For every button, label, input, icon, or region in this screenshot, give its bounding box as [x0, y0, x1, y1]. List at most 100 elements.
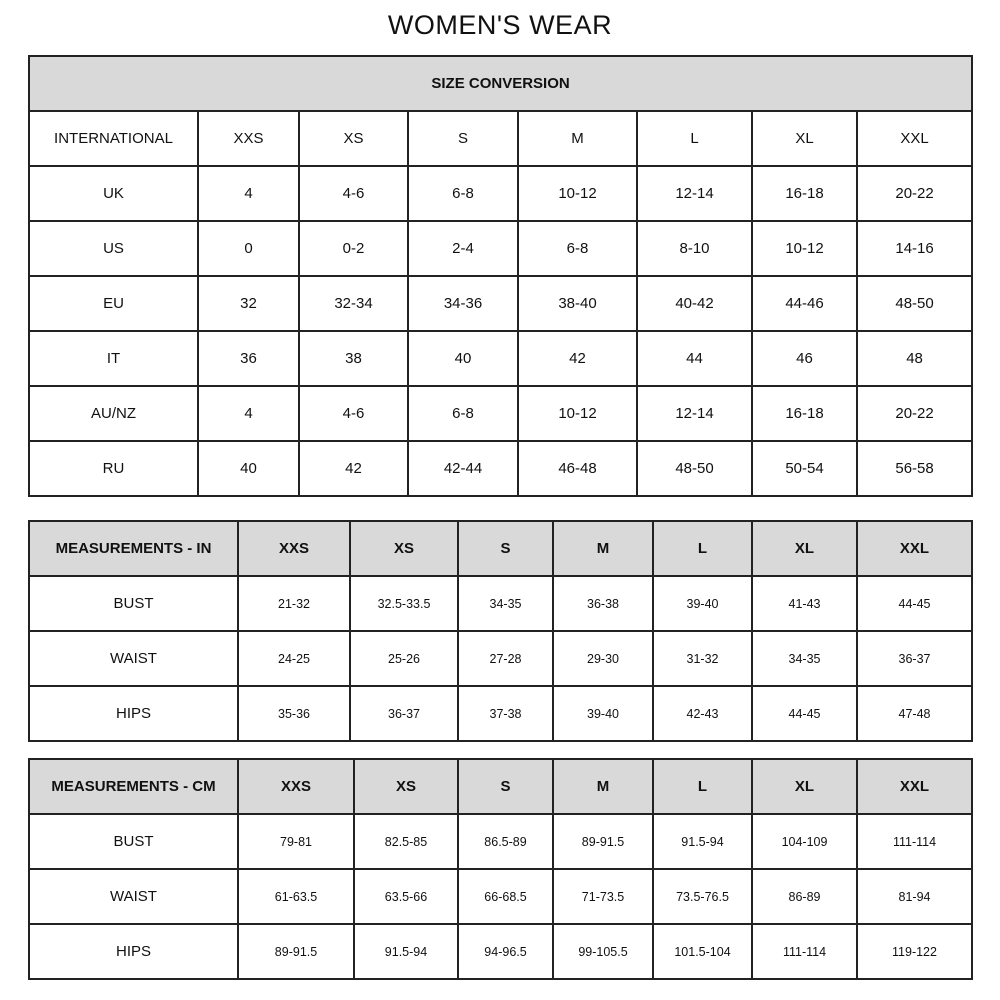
table-cell: 36-37	[856, 630, 973, 687]
table-cell: 2-4	[407, 220, 519, 277]
column-header: L	[652, 520, 753, 577]
table-cell: 101.5-104	[652, 923, 753, 980]
table-cell: 31-32	[652, 630, 753, 687]
column-header: XXL	[855, 110, 974, 167]
table-row: US 0 0-2 2-4 6-8 8-10 10-12 14-16	[28, 220, 974, 277]
column-header: XS	[298, 110, 409, 167]
column-header: M	[517, 110, 638, 167]
table-cell: 0-2	[298, 220, 409, 277]
table-cell: 10-12	[517, 385, 638, 442]
row-label: UK	[28, 165, 199, 222]
column-header: INTERNATIONAL	[28, 110, 199, 167]
column-header: XXS	[237, 758, 355, 815]
page-title: WOMEN'S WEAR	[387, 10, 613, 40]
table-cell: 38	[298, 330, 409, 387]
table-cell: 99-105.5	[552, 923, 654, 980]
table-cell: 34-35	[457, 575, 554, 632]
table-cell: 44-45	[751, 685, 858, 742]
column-header: XS	[353, 758, 459, 815]
table-cell: 56-58	[855, 440, 974, 497]
table-cell: 36-38	[552, 575, 654, 632]
table-cell: 48	[855, 330, 974, 387]
table-cell: 32-34	[298, 275, 409, 332]
table-cell: 4-6	[298, 385, 409, 442]
header-row: MEASUREMENTS - IN XXS XS S M L XL XXL	[28, 520, 973, 577]
table-cell: 47-48	[856, 685, 973, 742]
table-row: BUST 21-32 32.5-33.5 34-35 36-38 39-40 41-43 44…	[28, 575, 973, 632]
table-cell: 6-8	[407, 385, 519, 442]
table-row: RU 40 42 42-44 46-48 48-50 50-54 56-58	[28, 440, 974, 497]
row-label: IT	[28, 330, 199, 387]
table-cell: 63.5-66	[353, 868, 459, 925]
table-cell: 42	[298, 440, 409, 497]
table-cell: 61-63.5	[237, 868, 355, 925]
table-cell: 6-8	[517, 220, 638, 277]
row-label: US	[28, 220, 199, 277]
table-cell: 44	[636, 330, 753, 387]
column-header: XXL	[856, 520, 973, 577]
table-cell: 111-114	[856, 813, 973, 870]
table-cell: 34-35	[751, 630, 858, 687]
table-cell: 24-25	[237, 630, 351, 687]
column-header: XL	[751, 520, 858, 577]
table-cell: 44-45	[856, 575, 973, 632]
table-row: IT 36 38 40 42 44 46 48	[28, 330, 974, 387]
column-header: M	[552, 520, 654, 577]
table-cell: 119-122	[856, 923, 973, 980]
table-cell: 71-73.5	[552, 868, 654, 925]
table-cell: 91.5-94	[652, 813, 753, 870]
table-cell: 50-54	[751, 440, 858, 497]
column-header: XL	[751, 110, 858, 167]
table-cell: 21-32	[237, 575, 351, 632]
column-header: XL	[751, 758, 858, 815]
table-cell: 79-81	[237, 813, 355, 870]
table-cell: 39-40	[552, 685, 654, 742]
table-cell: 36	[197, 330, 300, 387]
table-cell: 42-43	[652, 685, 753, 742]
column-header: S	[457, 758, 554, 815]
table-cell: 41-43	[751, 575, 858, 632]
column-header: XS	[349, 520, 459, 577]
table-cell: 36-37	[349, 685, 459, 742]
measurements-cm-table: MEASUREMENTS - CM XXS XS S M L XL XXL BUST 79-81 8…	[28, 758, 973, 980]
table-cell: 40	[407, 330, 519, 387]
row-label: EU	[28, 275, 199, 332]
column-header: XXS	[237, 520, 351, 577]
table-cell: 12-14	[636, 385, 753, 442]
row-label: WAIST	[28, 630, 239, 687]
table-cell: 34-36	[407, 275, 519, 332]
table-cell: 32	[197, 275, 300, 332]
column-header: L	[652, 758, 753, 815]
table-row: WAIST 24-25 25-26 27-28 29-30 31-32 34-35 36-37	[28, 630, 973, 687]
table-cell: 20-22	[855, 165, 974, 222]
table-cell: 12-14	[636, 165, 753, 222]
table-cell: 39-40	[652, 575, 753, 632]
table-cell: 20-22	[855, 385, 974, 442]
table-row: AU/NZ 4 4-6 6-8 10-12 12-14 16-18 20-22	[28, 385, 974, 442]
row-label: WAIST	[28, 868, 239, 925]
table-cell: 46	[751, 330, 858, 387]
row-label: BUST	[28, 813, 239, 870]
table-cell: 40	[197, 440, 300, 497]
row-label: HIPS	[28, 685, 239, 742]
column-header: L	[636, 110, 753, 167]
table-cell: 32.5-33.5	[349, 575, 459, 632]
table-row: HIPS 89-91.5 91.5-94 94-96.5 99-105.5 101.5-1…	[28, 923, 973, 980]
table-cell: 35-36	[237, 685, 351, 742]
table-cell: 42-44	[407, 440, 519, 497]
table-cell: 111-114	[751, 923, 858, 980]
row-label: HIPS	[28, 923, 239, 980]
header-row: INTERNATIONAL XXS XS S M L XL XXL	[28, 110, 974, 167]
table-cell: 44-46	[751, 275, 858, 332]
row-label: RU	[28, 440, 199, 497]
header-row: MEASUREMENTS - CM XXS XS S M L XL XXL	[28, 758, 973, 815]
table-row: UK 4 4-6 6-8 10-12 12-14 16-18 20-22	[28, 165, 974, 222]
row-label: AU/NZ	[28, 385, 199, 442]
column-header: M	[552, 758, 654, 815]
table-row: BUST 79-81 82.5-85 86.5-89 89-91.5 91.5-94 104…	[28, 813, 973, 870]
table-cell: 81-94	[856, 868, 973, 925]
table-cell: 10-12	[517, 165, 638, 222]
table-cell: 42	[517, 330, 638, 387]
table-cell: 94-96.5	[457, 923, 554, 980]
table-cell: 104-109	[751, 813, 858, 870]
